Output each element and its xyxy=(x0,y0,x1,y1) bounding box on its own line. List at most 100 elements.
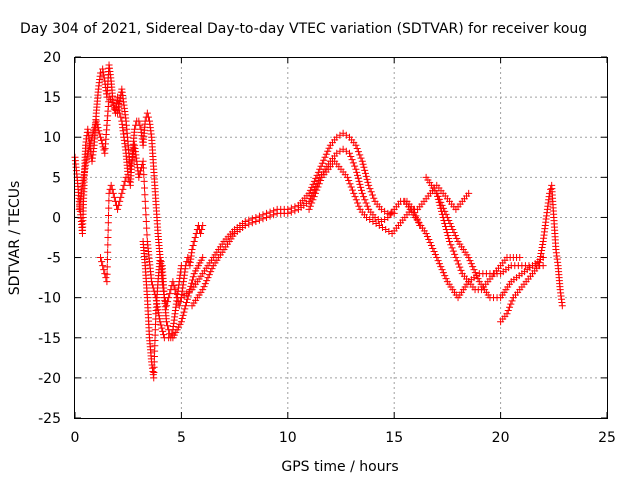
y-tick-label: -15 xyxy=(38,331,61,347)
data-point xyxy=(108,185,116,193)
data-point xyxy=(177,318,185,326)
data-point xyxy=(306,202,314,210)
data-point xyxy=(95,127,103,135)
data-point xyxy=(368,191,376,199)
data-points xyxy=(71,61,566,382)
data-point xyxy=(178,315,186,323)
data-point xyxy=(433,254,441,262)
data-point xyxy=(159,327,167,335)
data-point xyxy=(284,209,292,217)
data-point xyxy=(469,263,477,271)
data-point xyxy=(80,173,88,181)
data-point xyxy=(317,177,325,185)
data-point xyxy=(207,268,215,276)
data-point xyxy=(266,212,274,220)
y-tick-label: 15 xyxy=(43,90,61,106)
data-point xyxy=(144,113,152,121)
data-point xyxy=(99,68,107,76)
data-point xyxy=(142,211,150,219)
data-point xyxy=(503,310,511,318)
data-point xyxy=(270,211,278,219)
data-point xyxy=(429,245,437,253)
data-point xyxy=(449,225,457,233)
data-point xyxy=(128,156,136,164)
y-tick-label: -5 xyxy=(47,251,61,267)
data-point xyxy=(143,224,151,232)
data-point xyxy=(539,241,547,249)
data-point xyxy=(158,324,166,332)
data-point xyxy=(466,257,474,265)
grid xyxy=(75,57,607,418)
data-point xyxy=(346,149,354,157)
data-point xyxy=(558,302,566,310)
x-tick-label: 0 xyxy=(71,430,80,446)
data-point xyxy=(208,265,216,273)
data-point xyxy=(445,235,453,243)
y-tick-label: -25 xyxy=(38,411,61,427)
data-point xyxy=(431,251,439,259)
data-point xyxy=(453,235,461,243)
data-point xyxy=(104,248,112,256)
data-point xyxy=(117,113,125,121)
data-point xyxy=(353,144,361,152)
data-point xyxy=(200,283,208,291)
data-point xyxy=(358,157,366,165)
data-point xyxy=(94,124,102,132)
data-point xyxy=(157,258,165,266)
data-point xyxy=(169,278,177,286)
data-point xyxy=(168,330,176,338)
data-point xyxy=(121,177,129,185)
data-point xyxy=(467,260,475,268)
data-point xyxy=(245,220,253,228)
data-point xyxy=(184,254,192,262)
y-axis-label: SDTVAR / TECUs xyxy=(7,181,23,296)
data-point xyxy=(441,219,449,227)
data-point xyxy=(423,232,431,240)
data-point xyxy=(359,160,367,168)
data-point xyxy=(119,185,127,193)
data-point xyxy=(354,199,362,207)
data-point xyxy=(114,106,122,114)
data-point xyxy=(187,282,195,290)
data-point xyxy=(457,266,465,274)
data-point xyxy=(438,266,446,274)
data-point xyxy=(360,163,368,171)
data-point xyxy=(537,253,544,261)
data-point xyxy=(110,193,118,201)
data-point xyxy=(141,184,149,192)
series-trace-early-2 xyxy=(75,85,207,342)
data-point xyxy=(363,202,371,210)
data-point xyxy=(450,228,458,236)
data-point xyxy=(120,181,128,189)
data-point xyxy=(354,148,362,156)
data-point xyxy=(103,278,111,286)
data-point xyxy=(87,136,95,144)
data-point xyxy=(97,136,105,144)
data-point xyxy=(361,166,369,174)
data-point xyxy=(81,164,89,172)
data-point xyxy=(506,303,514,311)
data-point xyxy=(426,239,434,247)
series-trace-early-3 xyxy=(97,173,130,286)
data-point xyxy=(434,195,442,203)
data-point xyxy=(425,236,433,244)
x-tick-label: 5 xyxy=(177,430,186,446)
data-point xyxy=(160,331,168,339)
data-point xyxy=(356,180,364,188)
data-point xyxy=(96,130,104,138)
data-point xyxy=(136,121,144,129)
data-point xyxy=(135,173,143,181)
data-point xyxy=(100,146,108,154)
data-point xyxy=(438,207,446,215)
data-point xyxy=(102,274,110,282)
data-point xyxy=(313,186,321,194)
data-point xyxy=(438,210,446,218)
data-point xyxy=(351,193,359,201)
data-point xyxy=(436,201,444,209)
data-point xyxy=(115,103,123,111)
data-point xyxy=(126,165,134,173)
data-point xyxy=(362,199,370,207)
y-tick-label: -20 xyxy=(38,371,61,387)
data-point xyxy=(361,196,369,204)
data-point xyxy=(188,279,196,287)
